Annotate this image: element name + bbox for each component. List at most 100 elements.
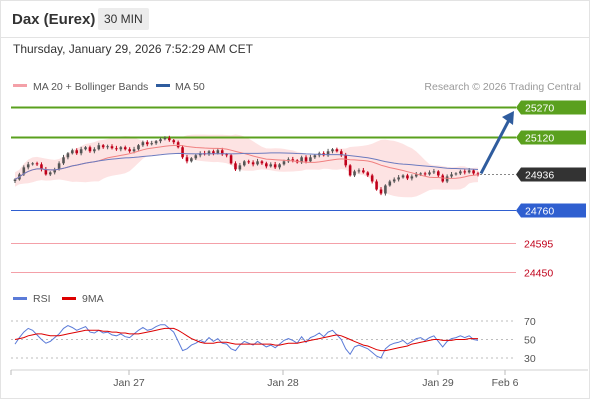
candle-body <box>62 157 65 164</box>
timeframe-button[interactable]: 30 MIN <box>98 8 149 30</box>
candle-body <box>379 189 383 194</box>
candle-body <box>375 181 378 190</box>
candle-body <box>300 157 303 163</box>
candle-body <box>265 163 268 167</box>
rsi-ma-line <box>14 327 478 352</box>
candle-body <box>370 175 374 182</box>
candle-body <box>414 174 418 177</box>
x-tick-label: Jan 28 <box>267 377 299 389</box>
candle-body <box>467 170 471 173</box>
price-levels <box>11 106 516 273</box>
instrument-title: Dax (Eurex) <box>12 11 96 28</box>
ma20-legend-label: MA 20 + Bollinger Bands <box>33 81 148 93</box>
candle-body <box>357 170 361 172</box>
candle-body <box>344 155 348 166</box>
level-label-24450: 24450 <box>524 268 553 280</box>
level-label-24595: 24595 <box>524 239 553 251</box>
candle-body <box>141 142 145 146</box>
candle-body <box>340 151 343 156</box>
ma9-legend-label: 9MA <box>82 293 104 305</box>
candle-body <box>392 179 396 182</box>
rsi-legend-swatch <box>13 297 27 300</box>
candle-body <box>40 164 43 170</box>
candle-body <box>66 153 70 158</box>
candle-body <box>119 147 123 150</box>
x-tick-label: Jan 27 <box>113 377 145 389</box>
candle-body <box>234 163 237 170</box>
candle-body <box>101 145 105 148</box>
level-tag-25270 <box>516 100 586 115</box>
candle-body <box>401 175 405 178</box>
x-tick-label: Jan 29 <box>422 377 454 389</box>
forecast-arrow-shaft <box>479 119 511 175</box>
candle-body <box>362 170 365 173</box>
candle-body <box>150 143 153 145</box>
candle-body <box>194 155 198 159</box>
candle-body <box>463 171 467 173</box>
candle-body <box>137 145 140 150</box>
candle-body <box>190 158 193 162</box>
x-tick-label: Feb 6 <box>492 377 519 389</box>
candle-body <box>459 171 462 174</box>
candle-body <box>88 147 92 152</box>
rsi-line <box>14 324 479 359</box>
candle-body <box>159 139 162 142</box>
chart-header: Dax (Eurex) 30 MIN <box>0 0 590 38</box>
candle-body <box>53 169 56 173</box>
candle-body <box>238 165 242 170</box>
candle-body <box>247 161 251 163</box>
candle-body <box>304 157 308 162</box>
ma9-legend-swatch <box>62 297 76 300</box>
candle-body <box>406 175 409 179</box>
candle-body <box>472 170 475 174</box>
level-label-24760: 24760 <box>525 206 554 218</box>
candle-body <box>163 138 167 140</box>
bollinger-bands <box>15 134 478 198</box>
candle-body <box>22 167 26 175</box>
candle-body <box>216 150 220 154</box>
level-tag-25120 <box>516 130 586 145</box>
level-label-25120: 25120 <box>525 133 554 145</box>
candle-body <box>145 142 149 145</box>
candle-body <box>181 147 184 158</box>
rsi-tick-label: 70 <box>524 316 536 328</box>
candle-body <box>110 146 114 149</box>
candle-body <box>273 164 277 168</box>
level-label-24936: 24936 <box>525 170 554 182</box>
candle-body <box>397 177 400 180</box>
candle-body <box>278 164 281 168</box>
ma50-line <box>14 152 479 180</box>
candle-body <box>132 149 136 152</box>
candle-body <box>26 164 30 168</box>
ma20-legend-swatch <box>13 84 27 87</box>
candle-body <box>172 140 176 143</box>
candle-body <box>31 163 34 165</box>
candle-body <box>57 163 61 170</box>
rsi-tick-label: 30 <box>524 353 536 365</box>
candle-body <box>242 161 246 166</box>
candle-body <box>445 176 449 182</box>
candle-body <box>168 138 171 141</box>
candle-body <box>437 171 440 176</box>
candle-body <box>419 173 422 175</box>
candle-body <box>13 179 17 182</box>
candle-body <box>432 171 436 173</box>
level-tag-24760 <box>516 203 586 218</box>
candle-body <box>335 149 339 152</box>
candle-body <box>207 151 211 155</box>
candle-body <box>106 146 109 148</box>
candle-body <box>176 142 180 148</box>
x-axis: Jan 27 Jan 28 Jan 29 Feb 6 <box>10 370 519 389</box>
candle-body <box>48 172 52 175</box>
credit-text: Research © 2026 Trading Central <box>424 81 581 93</box>
rsi-tick-label: 50 <box>524 335 536 347</box>
forecast-arrow <box>479 111 514 175</box>
candle-body <box>128 149 131 152</box>
ma50-legend-swatch <box>156 84 170 87</box>
level-tag-24936 <box>516 167 586 182</box>
candle-body <box>348 165 352 176</box>
candle-body <box>450 174 453 177</box>
candle-body <box>282 161 286 165</box>
candle-body <box>256 161 259 165</box>
